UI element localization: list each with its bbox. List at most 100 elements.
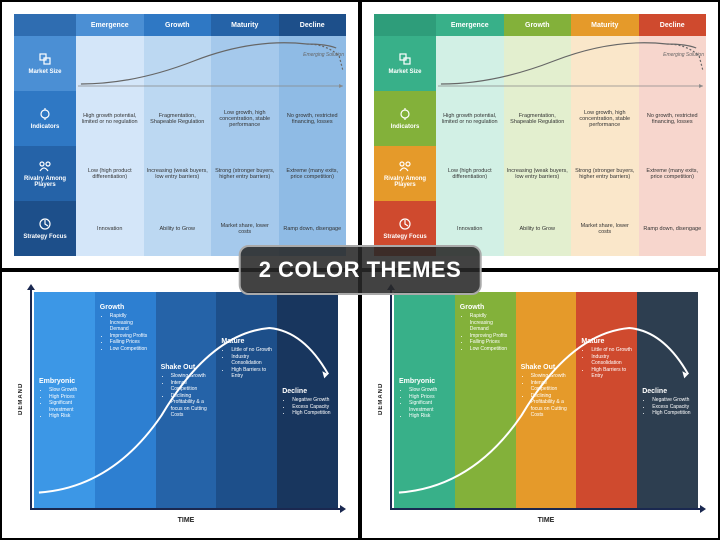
stage-bullet: High Risk xyxy=(49,413,90,420)
column-header: Decline xyxy=(639,14,707,36)
stage-title: Decline xyxy=(642,388,693,395)
lifecycle-stage: Decline Negative GrowthExcess CapacityHig… xyxy=(277,292,338,508)
stage-bullet: High Barriers to Entry xyxy=(231,367,272,380)
stage-title: Growth xyxy=(100,304,151,311)
table-cell: Low (high product differentiation) xyxy=(76,146,144,201)
lifecycle-stage: Growth Rapidly Increasing DemandImproving… xyxy=(95,292,156,508)
stage-container: Embryonic Slow GrowthHigh PricesSignifica… xyxy=(34,292,338,508)
table-cell: Low growth, high concentration, stable p… xyxy=(571,91,639,146)
table-cell xyxy=(211,36,279,91)
x-axis-label: TIME xyxy=(34,517,338,524)
stage-title: Embryonic xyxy=(399,378,450,385)
stage-bullet: Negative Growth xyxy=(292,397,333,404)
theme-badge: 2 COLOR THEMES xyxy=(239,245,482,295)
table-corner xyxy=(14,14,76,36)
stage-bullet: Rapidly Increasing Demand xyxy=(110,313,151,333)
x-axis-arrow xyxy=(30,508,342,510)
stage-title: Decline xyxy=(282,388,333,395)
table-cell: Strong (stronger buyers, higher entry ba… xyxy=(211,146,279,201)
stage-title: Shake Out xyxy=(161,364,212,371)
table-cell: Low (high product differentiation) xyxy=(436,146,504,201)
stage-bullet: Intense Competition xyxy=(171,380,212,393)
lifecycle-stage: Shake Out Slowing GrowthIntense Competiti… xyxy=(156,292,217,508)
table-cell: No growth, restricted financing, losses xyxy=(639,91,707,146)
stage-bullet: Industry Consolidation xyxy=(591,354,632,367)
stage-bullet: Rapidly Increasing Demand xyxy=(470,313,511,333)
table-cell xyxy=(639,36,707,91)
stage-bullets: Slow GrowthHigh PricesSignificant Invest… xyxy=(409,387,450,420)
row-header: Rivalry Among Players xyxy=(374,146,436,201)
table-cell: Increasing (weak buyers, low entry barri… xyxy=(504,146,572,201)
row-header: Indicators xyxy=(374,91,436,146)
stage-title: Growth xyxy=(460,304,511,311)
table-corner xyxy=(374,14,436,36)
stage-title: Mature xyxy=(221,338,272,345)
column-header: Emergence xyxy=(436,14,504,36)
stage-bullet: Low Competition xyxy=(110,346,151,353)
stage-bullet: Slowing Growth xyxy=(531,373,572,380)
stage-bullet: Little of no Growth xyxy=(231,347,272,354)
stage-bullet: Significant Investment xyxy=(49,400,90,413)
lifecycle-stage: Decline Negative GrowthExcess CapacityHig… xyxy=(637,292,698,508)
table-cell: Extreme (many exits, price competition) xyxy=(279,146,347,201)
table-cell xyxy=(144,36,212,91)
stage-bullet: High Risk xyxy=(409,413,450,420)
stage-title: Shake Out xyxy=(521,364,572,371)
lifecycle-stage: Shake Out Slowing GrowthIntense Competiti… xyxy=(516,292,577,508)
table-cell xyxy=(76,36,144,91)
table-cell: Ability to Grow xyxy=(504,201,572,256)
table-cell: High growth potential, limited or no reg… xyxy=(436,91,504,146)
column-header: Emergence xyxy=(76,14,144,36)
stage-bullet: Low Competition xyxy=(470,346,511,353)
stage-bullets: Slowing GrowthIntense CompetitionDeclini… xyxy=(531,373,572,419)
row-header: Strategy Focus xyxy=(14,201,76,256)
stage-bullet: High Barriers to Entry xyxy=(591,367,632,380)
lifecycle-stage: Growth Rapidly Increasing DemandImproving… xyxy=(455,292,516,508)
stage-container: Embryonic Slow GrowthHigh PricesSignifica… xyxy=(394,292,698,508)
table-cell xyxy=(504,36,572,91)
stage-bullet: Negative Growth xyxy=(652,397,693,404)
lifecycle-stage: Mature Little of no GrowthIndustry Consol… xyxy=(576,292,637,508)
column-header: Growth xyxy=(144,14,212,36)
y-axis-label: DEMAND xyxy=(378,296,384,502)
top-left-table-blue: EmergenceGrowthMaturityDeclineMarket Siz… xyxy=(0,0,360,270)
stage-bullet: Slowing Growth xyxy=(171,373,212,380)
stage-bullets: Negative GrowthExcess CapacityHigh Compe… xyxy=(652,397,693,417)
row-header: Market Size xyxy=(14,36,76,91)
table-cell: Market share, lower costs xyxy=(571,201,639,256)
column-header: Maturity xyxy=(571,14,639,36)
table-cell xyxy=(279,36,347,91)
stage-bullets: Rapidly Increasing DemandImproving Profi… xyxy=(470,313,511,352)
stage-title: Embryonic xyxy=(39,378,90,385)
table-cell: Fragmentation, Shapeable Regulation xyxy=(144,91,212,146)
table-cell: Low growth, high concentration, stable p… xyxy=(211,91,279,146)
stage-bullets: Slow GrowthHigh PricesSignificant Invest… xyxy=(49,387,90,420)
stage-title: Mature xyxy=(581,338,632,345)
table-cell: Innovation xyxy=(76,201,144,256)
table-cell: Extreme (many exits, price competition) xyxy=(639,146,707,201)
stage-bullets: Slowing GrowthIntense CompetitionDeclini… xyxy=(171,373,212,419)
top-right-table-multi: EmergenceGrowthMaturityDeclineMarket Siz… xyxy=(360,0,720,270)
table-cell: No growth, restricted financing, losses xyxy=(279,91,347,146)
lifecycle-stage: Mature Little of no GrowthIndustry Consol… xyxy=(216,292,277,508)
row-header: Indicators xyxy=(14,91,76,146)
stage-bullet: Declining Profitability & a focus on Cut… xyxy=(531,393,572,419)
stage-bullets: Rapidly Increasing DemandImproving Profi… xyxy=(110,313,151,352)
stage-bullet: Declining Profitability & a focus on Cut… xyxy=(171,393,212,419)
bottom-left-lifecycle-blue: DEMANDTIMEEmbryonicSlow GrowthHigh Price… xyxy=(0,270,360,540)
column-header: Decline xyxy=(279,14,347,36)
table-cell: Strong (stronger buyers, higher entry ba… xyxy=(571,146,639,201)
lifecycle-stage: Embryonic Slow GrowthHigh PricesSignifica… xyxy=(394,292,455,508)
table-cell: Ramp down, disengage xyxy=(639,201,707,256)
stage-bullets: Little of no GrowthIndustry Consolidatio… xyxy=(591,347,632,380)
stage-bullet: High Competition xyxy=(292,410,333,417)
stage-bullets: Negative GrowthExcess CapacityHigh Compe… xyxy=(292,397,333,417)
y-axis-arrow xyxy=(30,288,32,508)
table-cell: Fragmentation, Shapeable Regulation xyxy=(504,91,572,146)
stage-bullet: High Competition xyxy=(652,410,693,417)
y-axis-arrow xyxy=(390,288,392,508)
stage-bullets: Little of no GrowthIndustry Consolidatio… xyxy=(231,347,272,380)
table-cell xyxy=(571,36,639,91)
lifecycle-stage: Embryonic Slow GrowthHigh PricesSignifica… xyxy=(34,292,95,508)
x-axis-arrow xyxy=(390,508,702,510)
